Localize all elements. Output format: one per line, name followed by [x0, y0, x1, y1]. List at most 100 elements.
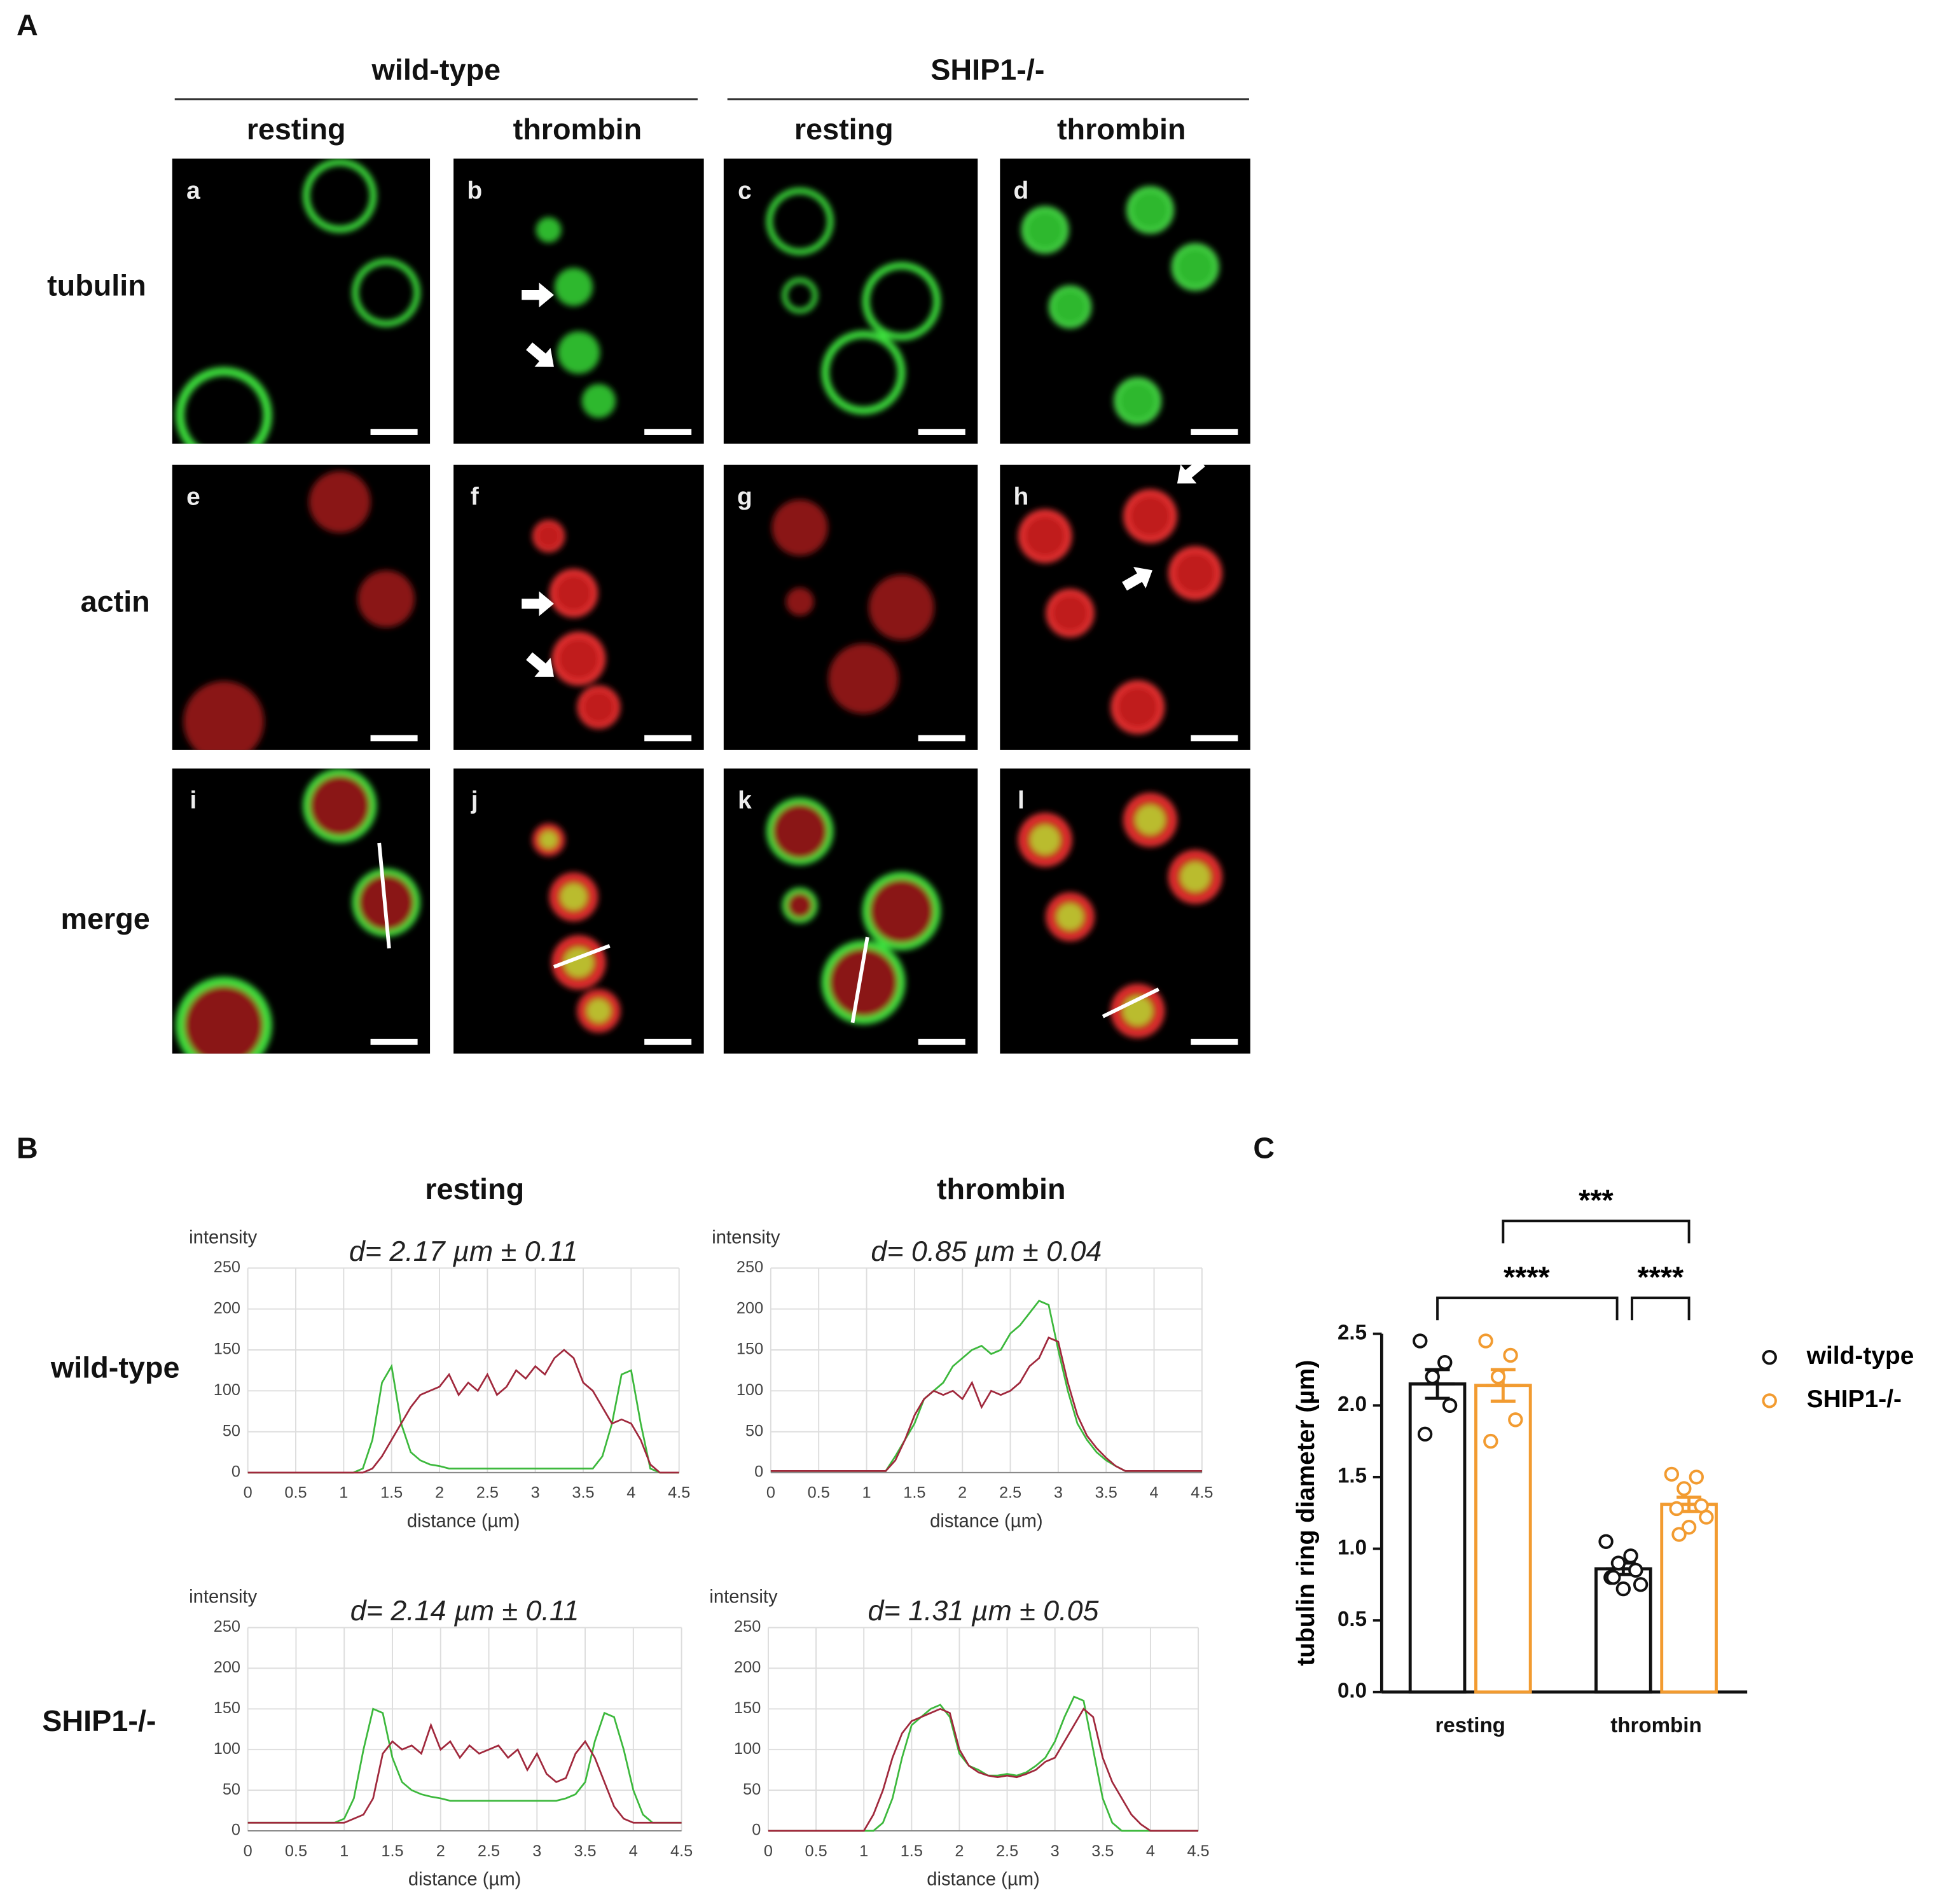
- image-label: e: [186, 483, 200, 511]
- image-label: f: [471, 483, 480, 511]
- x-tick-label: 2: [955, 1842, 964, 1860]
- x-tick-label: 2: [436, 1842, 445, 1860]
- panel-label: C: [1253, 1132, 1275, 1165]
- scale-bar: [370, 1038, 418, 1045]
- y-tick-label: 200: [734, 1658, 761, 1676]
- row-label: merge: [60, 902, 149, 935]
- chart-title: d= 2.14 µm ± 0.11: [350, 1595, 579, 1627]
- error-bar: [1420, 1368, 1455, 1400]
- image-label: d: [1014, 177, 1029, 204]
- legend-marker: [1762, 1393, 1777, 1408]
- data-point: [1417, 1426, 1433, 1442]
- y-tick-label: 0: [232, 1821, 240, 1839]
- scale-bar: [370, 429, 418, 435]
- profile-trace: [768, 1695, 1199, 1832]
- y-tick-label: 150: [214, 1699, 240, 1717]
- micrograph-cells: [766, 188, 941, 415]
- row-label: wild-type: [50, 1351, 180, 1384]
- y-axis-label: intensity: [189, 1227, 258, 1247]
- x-axis-label: distance (µm): [407, 1511, 520, 1532]
- chart-title: d= 2.17 µm ± 0.11: [349, 1235, 578, 1267]
- x-tick-label: 0: [764, 1842, 773, 1860]
- legend-label: wild-type: [1806, 1342, 1914, 1370]
- data-point: [1478, 1333, 1493, 1349]
- actin-signal: [549, 569, 598, 618]
- y-tick-label: 50: [743, 1781, 761, 1798]
- legend-marker: [1762, 1349, 1777, 1365]
- x-tick-label: 0.5: [284, 1484, 307, 1502]
- x-tick-label: 4.5: [670, 1842, 693, 1860]
- micrograph-cells: [536, 217, 616, 419]
- y-tick-label: 1.5: [1338, 1464, 1367, 1488]
- panel-label: B: [17, 1132, 38, 1165]
- y-tick-label: 0.5: [1338, 1608, 1367, 1631]
- y-tick-label: 50: [745, 1422, 763, 1440]
- error-bar: [1486, 1368, 1521, 1403]
- y-tick-label: 150: [734, 1699, 761, 1717]
- tubulin-signal: [1056, 903, 1084, 931]
- actin-signal: [785, 891, 814, 920]
- tubulin-signal: [176, 366, 272, 444]
- scale-bar: [1191, 1038, 1238, 1045]
- x-tick-label: 4: [626, 1484, 635, 1502]
- x-tick-label: 3.5: [574, 1842, 596, 1860]
- tubulin-signal: [1114, 377, 1162, 425]
- scale-bar: [918, 735, 965, 742]
- x-tick-label: 4.5: [668, 1484, 690, 1502]
- data-point: [1671, 1527, 1687, 1542]
- significance-label: ***: [1579, 1183, 1614, 1216]
- actin-signal: [828, 643, 899, 714]
- micrograph-cells: [766, 797, 941, 1025]
- image-label: g: [737, 483, 752, 511]
- tubulin-signal: [1171, 243, 1219, 291]
- y-tick-label: 250: [214, 1618, 240, 1636]
- data-point: [1413, 1333, 1428, 1349]
- arrow: [522, 282, 554, 308]
- image-label: c: [738, 177, 752, 204]
- tubulin-signal: [303, 158, 377, 233]
- x-tick-label: 0.5: [805, 1842, 827, 1860]
- scale-bar: [370, 735, 418, 742]
- micrograph-cells: [176, 768, 420, 1054]
- scale-bar: [1191, 735, 1238, 742]
- x-tick-label: 4.5: [1187, 1842, 1209, 1860]
- y-tick-label: 100: [214, 1740, 240, 1758]
- profile-trace: [247, 1363, 679, 1474]
- bar: [1408, 1382, 1467, 1694]
- scale-bar: [1191, 429, 1238, 435]
- y-tick-label: 2.5: [1338, 1321, 1367, 1344]
- y-tick-label: 0: [754, 1463, 763, 1481]
- actin-signal: [308, 774, 371, 837]
- row-label: SHIP1-/-: [42, 1704, 156, 1737]
- tubulin-signal: [536, 217, 562, 243]
- actin-signal: [183, 985, 265, 1054]
- profile-line: [850, 936, 869, 1024]
- x-tick-label: 4: [629, 1842, 638, 1860]
- x-tick-label: 3: [531, 1484, 540, 1502]
- actin-signal: [868, 574, 934, 641]
- image-label: l: [1018, 787, 1025, 814]
- tubulin-signal: [560, 883, 588, 911]
- significance-bracket: [1631, 1296, 1691, 1321]
- tubulin-signal: [586, 999, 611, 1023]
- data-point: [1483, 1433, 1498, 1449]
- x-tick-label: 2.5: [476, 1484, 499, 1502]
- arrow: [1122, 567, 1152, 591]
- y-tick-label: 250: [214, 1258, 240, 1276]
- legend-label: SHIP1-/-: [1807, 1386, 1902, 1413]
- x-tick-label: 3: [532, 1842, 541, 1860]
- y-tick-label: 50: [223, 1422, 240, 1440]
- y-tick-label: 200: [736, 1299, 763, 1317]
- significance-label: ****: [1504, 1260, 1551, 1293]
- actin-signal: [1110, 680, 1165, 734]
- data-point: [1425, 1369, 1440, 1384]
- y-tick-label: 250: [734, 1618, 761, 1636]
- actin-signal: [771, 803, 828, 859]
- y-tick-label: 150: [736, 1340, 763, 1358]
- x-tick-label: 2.5: [996, 1842, 1018, 1860]
- x-tick-label: 0: [766, 1484, 775, 1502]
- data-point: [1490, 1369, 1506, 1384]
- arrow: [526, 652, 554, 677]
- tubulin-signal: [176, 976, 272, 1054]
